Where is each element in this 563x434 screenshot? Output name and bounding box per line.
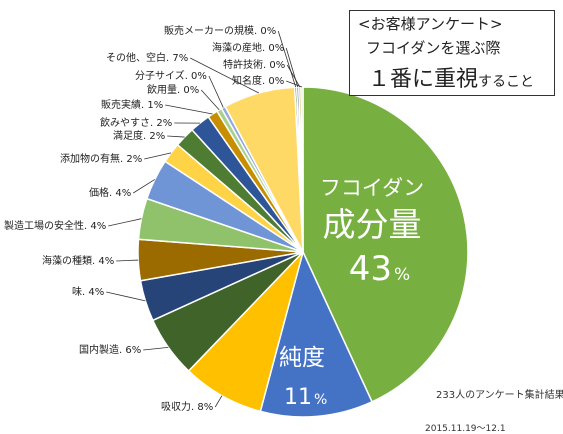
slice-label-19: 知名度. 0%	[232, 74, 284, 87]
slice-label-10: 満足度. 2%	[113, 129, 165, 142]
title-line1: <お客様アンケート>	[358, 13, 503, 34]
leader-line-17	[286, 48, 298, 87]
title-line2: フコイダンを選ぶ際	[366, 37, 500, 58]
respondents-note: 233人のアンケート集計結果	[436, 386, 563, 401]
slice-label-7: 製造工場の安全性. 4%	[4, 219, 106, 232]
survey-title-box: <お客様アンケート> フコイダンを選ぶ際 １番に重視すること	[349, 10, 555, 96]
leader-line-6	[116, 260, 138, 261]
leader-line-5	[106, 292, 145, 301]
slice-label-13: 飲用量. 0%	[147, 83, 199, 96]
largest-callout-line2: 成分量	[323, 205, 422, 244]
slice-label-12: 販売実績. 1%	[101, 98, 163, 111]
largest-callout-line1: フコイダン	[320, 176, 424, 200]
largest-callout-value: 43	[349, 249, 392, 289]
leader-line-14	[209, 76, 223, 108]
slice-label-18: 特許技術. 0%	[223, 58, 285, 71]
survey-period: 2015.11.19～12.1	[425, 421, 506, 434]
leader-line-12	[165, 105, 212, 114]
slice-label-16: 販売メーカーの規模. 0%	[164, 24, 276, 37]
largest-callout-unit: %	[394, 265, 410, 285]
slice-label-3: 吸収力. 8%	[161, 400, 213, 413]
leader-line-4	[143, 347, 168, 350]
slice-label-5: 味. 4%	[72, 286, 104, 298]
slice-label-17: 海藻の産地. 0%	[212, 41, 284, 54]
slice-label-14: 分子サイズ. 0%	[135, 69, 207, 82]
title-line3-main: １番に重視	[368, 67, 478, 92]
slice-label-8: 価格. 4%	[89, 186, 131, 199]
leader-line-3	[215, 396, 222, 407]
slice-label-6: 海藻の種類. 4%	[42, 254, 114, 267]
second-callout-line1: 純度	[279, 345, 325, 371]
slice-label-11: 飲みやすさ. 2%	[100, 116, 172, 129]
leader-line-10	[167, 136, 184, 137]
leader-line-7	[108, 219, 141, 226]
title-line3-tail: すること	[478, 74, 534, 90]
second-callout-unit: %	[314, 392, 327, 408]
title-line3: １番に重視すること	[368, 61, 534, 93]
slice-label-9: 添加物の有無. 2%	[60, 152, 142, 165]
second-callout-value: 11	[284, 385, 312, 410]
slice-label-15: その他、空白. 7%	[106, 51, 188, 64]
slice-label-4: 国内製造. 6%	[79, 343, 141, 356]
